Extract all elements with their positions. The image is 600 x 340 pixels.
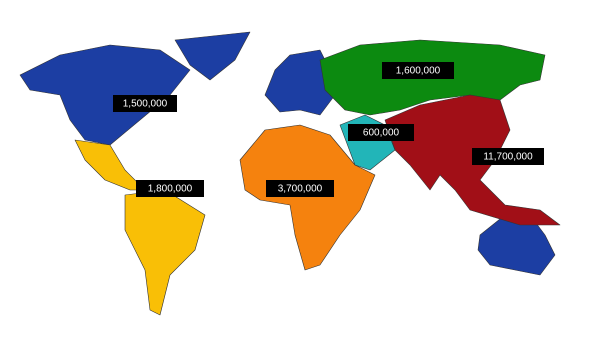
greenland [174,31,251,81]
north-america [19,44,191,146]
label-box [136,180,204,197]
south-america [124,189,206,316]
region-label: 11,700,000 [483,152,533,163]
label-box [266,180,334,197]
label: 3,700,000 [266,180,334,197]
region-label: 1,600,000 [396,66,441,77]
label: 11,700,000 [472,148,544,165]
africa [239,124,376,271]
label-box [348,124,414,141]
label: 1,600,000 [382,62,454,79]
label: 600,000 [348,124,414,141]
central-america [74,139,146,191]
label-box [472,148,544,165]
region [239,124,376,271]
label-box [382,62,454,79]
region [74,139,206,316]
label-box [113,95,177,112]
region-label: 1,800,000 [148,184,193,195]
region-label: 1,500,000 [123,99,168,110]
label: 1,500,000 [113,95,177,112]
region [19,31,556,276]
region-label: 600,000 [363,128,400,139]
label: 1,800,000 [136,180,204,197]
region-label: 3,700,000 [278,184,323,195]
